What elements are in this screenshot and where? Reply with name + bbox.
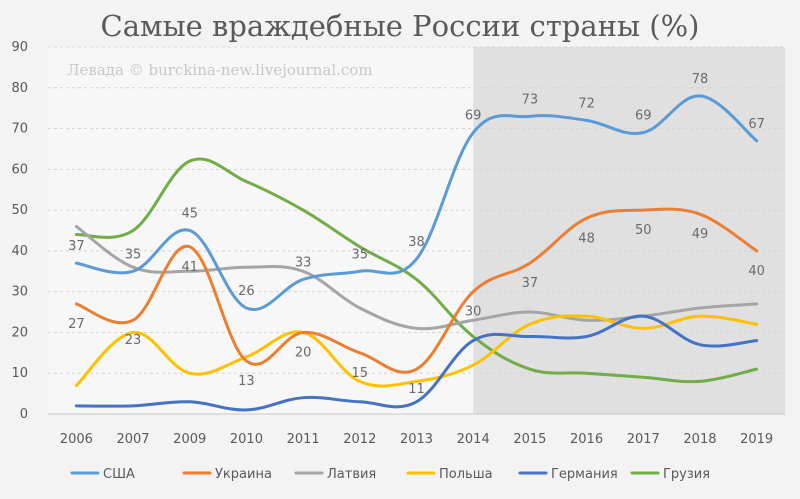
data-label: 48 bbox=[578, 231, 595, 246]
y-tick-label: 20 bbox=[11, 325, 28, 340]
x-tick-label: 2012 bbox=[343, 432, 376, 447]
x-tick-label: 2007 bbox=[116, 432, 149, 447]
x-tick-label: 2010 bbox=[230, 432, 263, 447]
plot-area-light bbox=[48, 47, 474, 414]
y-tick-label: 50 bbox=[11, 203, 28, 218]
x-tick-label: 2016 bbox=[570, 432, 603, 447]
series-lines bbox=[74, 94, 759, 412]
series-line bbox=[74, 207, 759, 374]
data-label: 45 bbox=[181, 207, 198, 222]
legend-label: Грузия bbox=[663, 467, 710, 482]
plot-area-shaded bbox=[473, 47, 785, 414]
grid bbox=[48, 46, 785, 374]
data-label: 73 bbox=[522, 92, 539, 107]
y-tick-label: 10 bbox=[11, 366, 28, 381]
data-label: 35 bbox=[125, 247, 142, 262]
legend-label: Украина bbox=[215, 467, 272, 482]
y-tick-label: 90 bbox=[11, 40, 28, 55]
data-label: 37 bbox=[522, 276, 539, 291]
data-label: 37 bbox=[68, 239, 85, 254]
data-label: 26 bbox=[238, 284, 255, 299]
data-label: 69 bbox=[465, 109, 482, 124]
plot-background bbox=[48, 47, 785, 414]
x-tick-label: 2015 bbox=[513, 432, 546, 447]
x-tick-label: 2019 bbox=[740, 432, 773, 447]
data-label: 69 bbox=[635, 109, 652, 124]
y-tick-label: 40 bbox=[11, 244, 28, 259]
data-label: 50 bbox=[635, 223, 652, 238]
data-label: 72 bbox=[578, 96, 595, 111]
data-label: 30 bbox=[465, 305, 482, 320]
legend-label: США bbox=[103, 467, 135, 482]
chart-title: Самые враждебные России страны (%) bbox=[101, 9, 700, 43]
legend-label: Польша bbox=[439, 467, 493, 482]
data-label: 38 bbox=[408, 235, 425, 250]
y-tick-label: 60 bbox=[11, 162, 28, 177]
watermark: Левада © burckina-new.livejournal.com bbox=[67, 61, 373, 79]
y-tick-label: 0 bbox=[20, 407, 28, 422]
x-tick-label: 2006 bbox=[60, 432, 93, 447]
legend: США Украина Латвия Польша Германия Грузия bbox=[70, 467, 710, 482]
data-label: 11 bbox=[408, 382, 425, 397]
data-label: 20 bbox=[295, 345, 312, 360]
x-tick-label: 2013 bbox=[400, 432, 433, 447]
x-tick-label: 2017 bbox=[627, 432, 660, 447]
series-line bbox=[74, 314, 759, 412]
y-tick-label: 70 bbox=[11, 122, 28, 137]
y-tick-label: 30 bbox=[11, 285, 28, 300]
data-label: 67 bbox=[748, 117, 765, 132]
data-label: 33 bbox=[295, 255, 312, 270]
data-label: 27 bbox=[68, 317, 85, 332]
x-tick-label: 2018 bbox=[683, 432, 716, 447]
data-label: 13 bbox=[238, 374, 255, 389]
data-label: 15 bbox=[352, 366, 369, 381]
data-label: 49 bbox=[692, 227, 709, 242]
legend-label: Германия bbox=[551, 467, 618, 482]
x-tick-label: 2009 bbox=[173, 432, 206, 447]
series-line bbox=[74, 314, 759, 388]
legend-label: Латвия bbox=[327, 467, 376, 482]
series-line bbox=[74, 157, 759, 384]
data-labels: 37 35 45 26 33 35 38 69 73 72 69 78 67 27 23 41 13 20 15 11… bbox=[68, 72, 765, 397]
x-tick-label: 2011 bbox=[287, 432, 320, 447]
data-label: 23 bbox=[125, 333, 142, 348]
data-label: 35 bbox=[352, 247, 369, 262]
x-tick-label: 2014 bbox=[457, 432, 490, 447]
data-label: 78 bbox=[692, 72, 709, 87]
y-tick-label: 80 bbox=[11, 81, 28, 96]
data-label: 40 bbox=[748, 264, 765, 279]
data-label: 41 bbox=[181, 260, 198, 275]
series-line bbox=[74, 94, 759, 312]
